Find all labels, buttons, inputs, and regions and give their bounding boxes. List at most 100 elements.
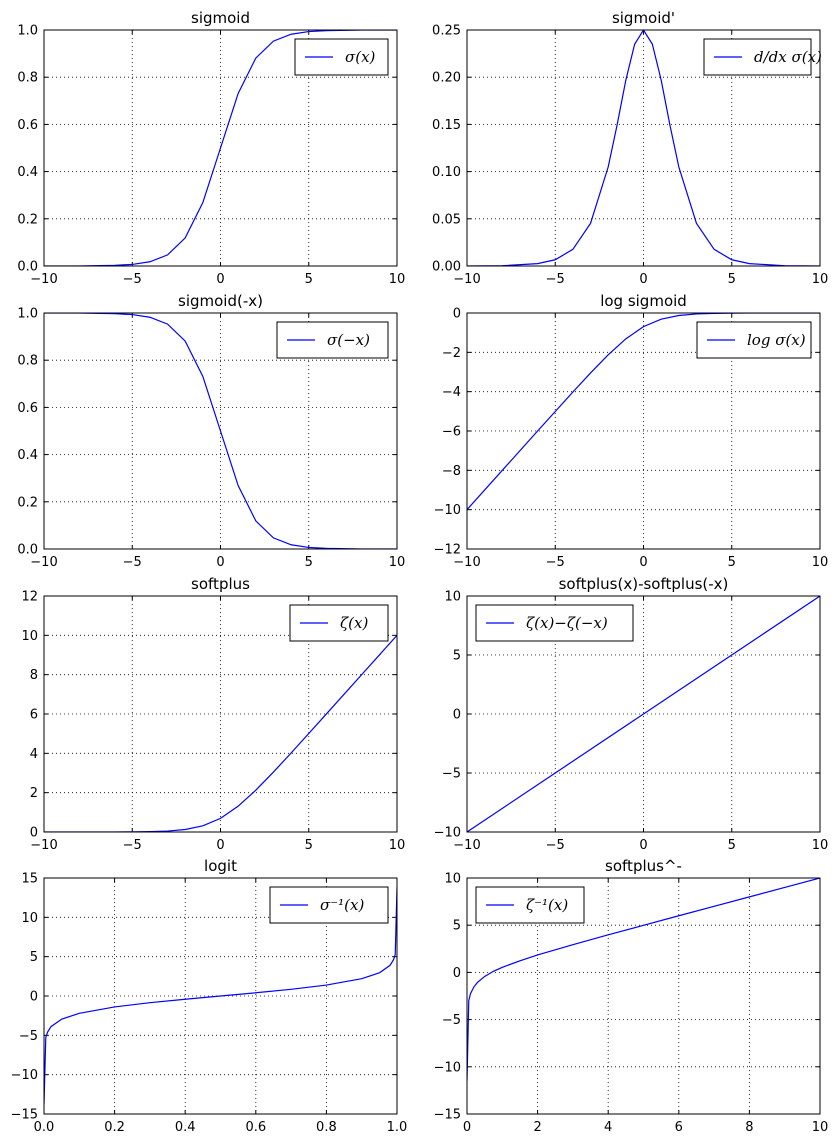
x-tick-label: −10 [453,555,480,570]
series-line [467,878,820,1081]
y-tick-label: 8 [30,668,38,683]
legend-label: σ⁻¹(x) [320,896,364,914]
subplot-1: sigmoid −10 −5 0 5 10 0.0 0.2 0.4 0.6 0.8 1.0 σ(x) [17,9,405,287]
y-tick-label: 0.10 [432,165,461,180]
y-tick-label: 0.8 [17,71,38,86]
x-tick-label: 5 [305,555,313,570]
legend: σ⁻¹(x) [269,886,389,924]
plot-frame [466,877,821,1115]
x-tick-label: 5 [728,272,736,287]
legend-label: ζ(x)−ζ(−x) [526,614,608,632]
legend: ζ(x) [289,604,389,642]
y-tick-label: 5 [453,919,461,934]
x-tick-label: 0 [639,272,647,287]
x-tick-label: −5 [123,272,142,287]
y-tick-label: 1.0 [17,24,38,39]
plot-frame [466,29,821,267]
x-tick-label: 5 [305,838,313,853]
x-tick-label: 2 [533,1120,541,1135]
y-tick-label: −15 [11,1108,38,1123]
y-tick-label: −5 [442,767,461,782]
subplot-title: softplus(x)-softplus(-x) [559,575,729,593]
x-tick-label: 5 [728,555,736,570]
y-tick-label: 0.6 [17,118,38,133]
x-tick-label: −5 [546,272,565,287]
y-tick-label: 0.6 [17,401,38,416]
series-line [44,887,397,1105]
x-tick-label: 10 [812,555,829,570]
y-tick-label: 0 [30,826,38,841]
subplot-title: log sigmoid [600,292,687,310]
y-tick-label: −15 [434,1108,461,1123]
subplot-title: sigmoid [191,9,250,27]
plot-frame [466,312,821,550]
subplot-2: sigmoid' −10 −5 0 5 10 0.00 0.05 0.10 0.15 0.20 0.2… [432,9,828,287]
y-tick-label: 2 [30,786,38,801]
legend: ζ⁻¹(x) [475,886,585,924]
x-tick-label: 0.0 [34,1120,55,1135]
y-tick-label: 0.4 [17,165,38,180]
x-tick-label: 0.2 [104,1120,125,1135]
x-tick-label: 10 [389,838,406,853]
x-tick-label: −5 [123,838,142,853]
y-tick-label: 0.8 [17,354,38,369]
plot-frame [43,312,398,550]
y-tick-label: 0.2 [17,212,38,227]
y-tick-label: 0.0 [17,543,38,558]
subplot-title: softplus [191,575,250,593]
y-tick-label: 5 [30,950,38,965]
x-tick-label: −5 [546,555,565,570]
y-tick-label: 0.4 [17,448,38,463]
legend-box [703,38,812,76]
x-tick-label: −5 [123,555,142,570]
y-tick-label: 0.00 [432,260,461,275]
y-tick-label: 0.15 [432,118,461,133]
y-tick-label: −2 [442,346,461,361]
legend-label: ζ(x) [340,614,368,632]
legend: d/dx σ(x) [703,38,822,76]
subplot-5: softplus −10 −5 0 5 10 0 2 4 6 8 10 12 ζ(x) [21,575,405,853]
y-tick-label: 0.20 [432,71,461,86]
legend: log σ(x) [696,321,812,359]
y-tick-label: −10 [11,1068,38,1083]
subplot-title: logit [204,857,237,875]
series-line [467,30,820,266]
subplot-title: softplus^- [605,857,682,875]
x-tick-label: 10 [812,838,829,853]
legend-label: log σ(x) [747,331,806,349]
y-tick-label: 0.2 [17,495,38,510]
y-tick-label: 10 [21,911,38,926]
subplot-8: softplus^- 0 2 4 6 8 10 −15 −10 −5 0 5 10 ζ⁻¹(x) [434,857,829,1135]
x-tick-label: 4 [604,1120,612,1135]
y-tick-label: −12 [434,543,461,558]
subplot-6: softplus(x)-softplus(-x) −10 −5 0 5 10 −10 −5 0 5… [434,575,829,853]
x-tick-label: 0.6 [245,1120,266,1135]
y-tick-label: 0 [453,966,461,981]
x-tick-label: 0 [216,555,224,570]
y-tick-label: 1.0 [17,307,38,322]
subplot-title: sigmoid' [612,9,675,27]
x-tick-label: 5 [728,838,736,853]
x-tick-label: −10 [30,555,57,570]
y-tick-label: −4 [442,385,461,400]
y-tick-label: 10 [444,590,461,605]
x-tick-label: 8 [745,1120,753,1135]
y-tick-label: 10 [21,629,38,644]
x-tick-label: 1.0 [387,1120,408,1135]
y-tick-label: 0 [453,708,461,723]
x-tick-label: 6 [675,1120,683,1135]
x-tick-label: 10 [389,555,406,570]
y-tick-label: 0 [453,307,461,322]
y-tick-label: −5 [442,1013,461,1028]
legend: ζ(x)−ζ(−x) [475,604,634,642]
y-tick-label: −5 [19,1029,38,1044]
x-tick-label: 0 [639,838,647,853]
x-tick-label: 0 [463,1120,471,1135]
y-tick-label: 6 [30,708,38,723]
subplot-title: sigmoid(-x) [178,292,263,310]
legend-label: σ(x) [345,48,376,66]
y-tick-label: 0 [30,990,38,1005]
y-tick-label: 15 [21,872,38,887]
x-tick-label: 5 [305,272,313,287]
